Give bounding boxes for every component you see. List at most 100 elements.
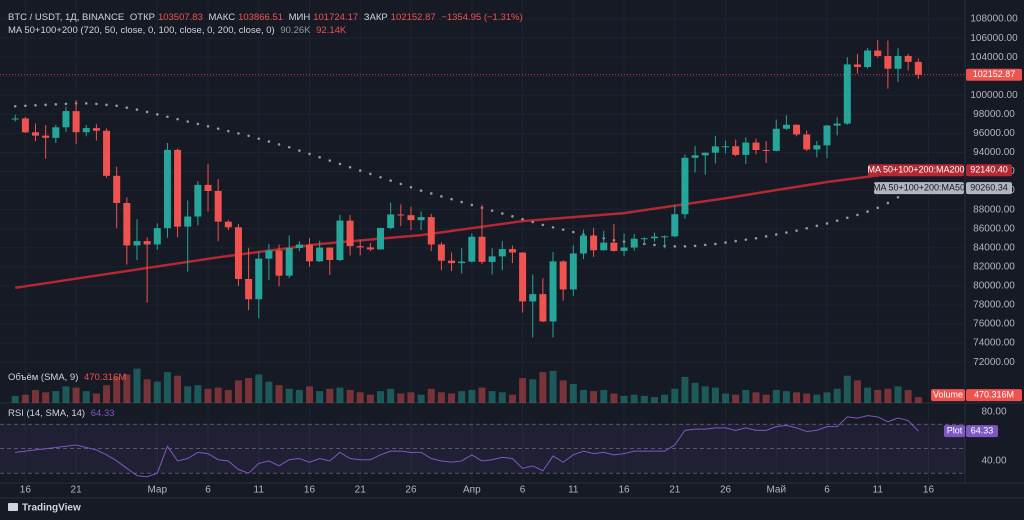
ma50-dot	[805, 226, 809, 230]
rsi-tick-label: 40.00	[981, 456, 1006, 467]
candle-body	[569, 253, 577, 290]
candle-body	[245, 278, 253, 300]
candle-body	[143, 241, 151, 245]
ma50-dot	[409, 185, 413, 189]
volume-bar	[214, 387, 222, 403]
volume-bar	[529, 379, 537, 403]
ohlc-label: МИН	[288, 12, 311, 23]
volume-bar	[661, 394, 669, 403]
ohlc-value: 103507.83	[157, 12, 203, 23]
rsi-value-box	[966, 425, 998, 438]
ma50-dot	[389, 179, 392, 182]
y-tick-label: 96000.00	[973, 128, 1015, 139]
volume-legend: Объём (SMA, 9) 470.316M	[8, 372, 129, 383]
volume-bar	[224, 389, 232, 403]
ma50-dot	[845, 216, 849, 220]
volume-bar	[803, 393, 811, 403]
candle-body	[316, 247, 324, 262]
volume-bar	[813, 394, 821, 403]
volume-bar	[508, 394, 516, 403]
y-tick-label: 84000.00	[973, 242, 1015, 253]
y-tick-label: 76000.00	[973, 319, 1015, 330]
ma50-dot	[115, 104, 118, 108]
x-tick-label: 11	[254, 485, 265, 496]
ohlc-label: ОТКР	[129, 12, 155, 23]
candle-body	[103, 130, 111, 176]
candle-body	[397, 214, 405, 216]
candle-body	[590, 235, 598, 251]
volume-bar	[640, 395, 648, 403]
candle-body	[295, 244, 303, 249]
candle-body	[620, 247, 628, 251]
candle-body	[437, 244, 445, 261]
volume-bar	[894, 386, 902, 403]
volume-bar	[569, 384, 577, 403]
candle-body	[782, 124, 790, 129]
candle-body	[529, 294, 537, 302]
candle-body	[732, 146, 740, 155]
ma50-dot	[399, 182, 403, 186]
ma50-dot	[308, 152, 311, 156]
ma50-dot	[693, 244, 697, 248]
ma50-dot	[886, 201, 890, 205]
candle-body	[336, 220, 344, 260]
volume-bar	[610, 393, 618, 403]
y-tick-label: 98000.00	[973, 109, 1015, 120]
ma50-dot	[34, 104, 37, 107]
ma50-dot	[541, 223, 545, 227]
indicator-title: MA 50+100+200 (720, 50, close, 0, 100, c…	[8, 25, 275, 36]
ma50-dot	[105, 103, 108, 107]
volume-bar	[914, 397, 922, 403]
candle-body	[234, 227, 242, 279]
volume-bar	[437, 392, 445, 403]
candle-body	[194, 184, 202, 217]
ma50-dot	[155, 113, 159, 116]
ohlc-label: ЗАКР	[363, 12, 388, 23]
ma50-dot	[318, 155, 321, 159]
y-tick-label: 78000.00	[973, 300, 1015, 311]
rsi-name-box	[944, 425, 965, 438]
candle-body	[11, 118, 19, 120]
candle-body	[174, 149, 182, 227]
x-tick-label: Май	[766, 485, 786, 496]
volume-bar	[742, 389, 750, 403]
volume-bar	[752, 392, 760, 403]
volume-bar	[234, 380, 242, 403]
volume-bar	[843, 375, 851, 403]
candle-body	[448, 260, 456, 264]
volume-value-box	[966, 389, 1022, 402]
ma50-dot	[247, 134, 250, 138]
rsi-title: RSI (14, SMA, 14)	[8, 408, 86, 419]
volume-bar	[62, 386, 70, 403]
ma50-dot	[358, 169, 362, 172]
volume-bar	[864, 387, 872, 403]
ma50-value: 90.26K	[280, 25, 311, 36]
volume-bar	[772, 389, 780, 403]
candle-body	[671, 214, 679, 237]
volume-bar	[92, 393, 100, 403]
volume-bar	[579, 389, 587, 403]
ma50-dot	[521, 217, 524, 221]
volume-value: 470.316M	[974, 389, 1014, 399]
candle-body	[813, 145, 821, 150]
x-tick-label: 26	[720, 485, 732, 496]
candle-body	[32, 132, 40, 136]
candle-body	[701, 152, 709, 156]
volume-bar	[194, 385, 202, 403]
candle-body	[498, 249, 506, 257]
candle-body	[427, 217, 435, 245]
ma50-dot	[216, 127, 220, 130]
candle-body	[691, 155, 699, 158]
volume-sma: 470.316M	[84, 372, 127, 383]
y-tick-label: 82000.00	[973, 261, 1015, 272]
candle-body	[650, 236, 658, 239]
indicator-line: MA 50+100+200 (720, 50, close, 0, 100, c…	[8, 25, 349, 36]
ma50-dot	[287, 145, 291, 149]
candle-body	[772, 128, 780, 151]
volume-bar	[285, 388, 293, 403]
candle-body	[113, 175, 121, 203]
volume-bar	[701, 386, 709, 403]
candle-body	[722, 146, 730, 148]
candle-body	[579, 235, 587, 254]
ma50-dot	[84, 102, 88, 105]
